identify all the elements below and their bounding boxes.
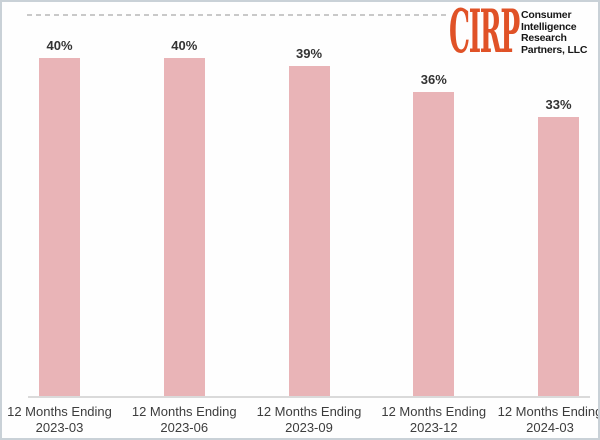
logo-line: Consumer bbox=[521, 9, 572, 21]
bar-value-label: 39% bbox=[295, 46, 323, 61]
bar-value-label: 33% bbox=[545, 97, 572, 112]
logo-line: Research bbox=[521, 32, 567, 44]
bar-value-label: 40% bbox=[171, 38, 198, 53]
top-dashed-gridline bbox=[27, 14, 455, 16]
bar bbox=[39, 58, 80, 397]
x-axis-tick-label: 12 Months Ending 2024-03 bbox=[497, 404, 600, 435]
x-axis-tick-label: 12 Months Ending 2023-09 bbox=[256, 404, 362, 435]
x-axis-tick-label: 12 Months Ending 2023-06 bbox=[131, 404, 237, 435]
logo-line: Partners, LLC bbox=[521, 43, 588, 56]
cirp-logo-wordmark: CIRP bbox=[449, 0, 520, 67]
bar bbox=[288, 66, 330, 397]
x-axis-line bbox=[28, 396, 590, 398]
bar-value-label: 36% bbox=[420, 72, 447, 87]
x-axis-tick-label: 12 Months Ending 2023-03 bbox=[7, 404, 112, 435]
bar bbox=[163, 58, 205, 397]
cirp-logo: CIRP Consumer Intelligence Research Part… bbox=[449, 0, 593, 67]
bar-value-label: 40% bbox=[46, 38, 73, 53]
cirp-logo-mark-wrap: CIRP bbox=[449, 0, 520, 67]
x-axis-tick-label: 12 Months Ending 2023-12 bbox=[381, 404, 487, 435]
cirp-logo-company-name: Consumer Intelligence Research Partners,… bbox=[521, 9, 588, 56]
bar bbox=[413, 92, 455, 397]
bar bbox=[538, 117, 579, 397]
logo-line: Intelligence bbox=[521, 20, 577, 33]
